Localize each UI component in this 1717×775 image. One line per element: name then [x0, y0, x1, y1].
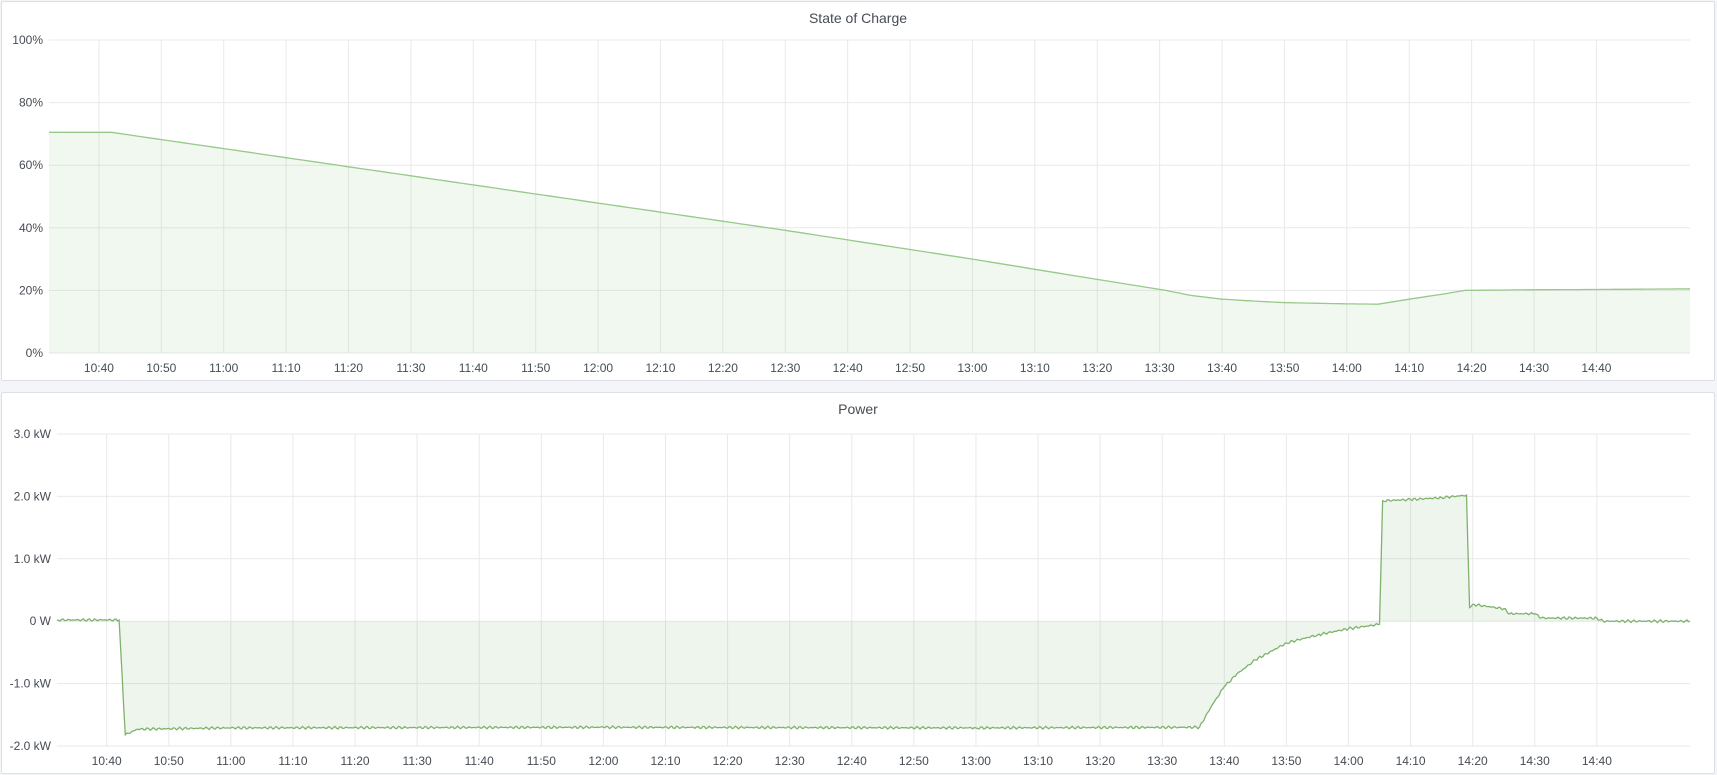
- y-tick-label: 0%: [26, 346, 44, 360]
- x-tick-label: 13:20: [1082, 361, 1112, 375]
- state-of-charge-panel: State of Charge: [1, 1, 1715, 381]
- y-tick-label: 100%: [12, 33, 43, 47]
- x-tick-label: 12:10: [645, 361, 675, 375]
- y-tick-label: 60%: [19, 158, 43, 172]
- x-tick-label: 12:10: [650, 754, 680, 768]
- x-tick-label: 14:20: [1458, 754, 1488, 768]
- x-tick-label: 14:30: [1519, 361, 1549, 375]
- x-tick-label: 13:00: [961, 754, 991, 768]
- x-tick-label: 12:50: [899, 754, 929, 768]
- power-panel: Power: [1, 392, 1715, 774]
- x-tick-label: 12:00: [588, 754, 618, 768]
- x-tick-label: 11:20: [334, 361, 363, 375]
- x-tick-label: 10:50: [154, 754, 184, 768]
- x-tick-label: 11:50: [521, 361, 550, 375]
- x-tick-label: 10:40: [92, 754, 122, 768]
- x-tick-label: 11:10: [278, 754, 307, 768]
- y-tick-label: 80%: [19, 96, 43, 110]
- series-line: [56, 494, 1691, 737]
- x-tick-label: 10:50: [146, 361, 176, 375]
- y-tick-label: 2.0 kW: [14, 489, 52, 503]
- x-tick-label: 12:00: [583, 361, 613, 375]
- x-tick-label: 12:20: [713, 754, 743, 768]
- x-tick-label: 12:40: [833, 361, 863, 375]
- x-tick-label: 14:10: [1396, 754, 1426, 768]
- series-area: [57, 495, 1690, 735]
- y-tick-label: -2.0 kW: [10, 739, 52, 753]
- y-tick-label: 0 W: [30, 614, 52, 628]
- x-tick-label: 13:10: [1023, 754, 1053, 768]
- x-tick-label: 11:30: [403, 754, 432, 768]
- x-tick-label: 11:30: [396, 361, 425, 375]
- x-tick-label: 11:10: [272, 361, 301, 375]
- x-tick-label: 13:50: [1269, 361, 1299, 375]
- y-tick-label: 1.0 kW: [14, 552, 52, 566]
- x-tick-label: 11:40: [465, 754, 494, 768]
- x-tick-label: 13:30: [1147, 754, 1177, 768]
- series-area: [49, 132, 1690, 353]
- x-tick-label: 10:40: [84, 361, 114, 375]
- x-tick-label: 11:50: [527, 754, 556, 768]
- x-tick-label: 13:10: [1020, 361, 1050, 375]
- series-line: [49, 131, 1691, 305]
- x-tick-label: 11:00: [209, 361, 238, 375]
- x-tick-label: 12:40: [837, 754, 867, 768]
- x-tick-label: 14:40: [1582, 754, 1612, 768]
- x-tick-label: 12:30: [775, 754, 805, 768]
- y-tick-label: -1.0 kW: [10, 677, 52, 691]
- x-tick-label: 12:20: [708, 361, 738, 375]
- x-tick-label: 13:40: [1209, 754, 1239, 768]
- x-tick-label: 14:40: [1581, 361, 1611, 375]
- x-tick-label: 12:50: [895, 361, 925, 375]
- x-tick-label: 11:40: [459, 361, 488, 375]
- x-tick-label: 12:30: [770, 361, 800, 375]
- x-tick-label: 13:50: [1271, 754, 1301, 768]
- x-tick-label: 14:20: [1457, 361, 1487, 375]
- x-tick-label: 13:40: [1207, 361, 1237, 375]
- panel-title: State of Charge: [808, 10, 908, 26]
- x-tick-label: 11:00: [216, 754, 245, 768]
- y-tick-label: 40%: [19, 221, 43, 235]
- x-tick-label: 13:00: [957, 361, 987, 375]
- x-tick-label: 14:00: [1333, 754, 1363, 768]
- x-tick-label: 14:00: [1332, 361, 1362, 375]
- y-tick-label: 20%: [19, 283, 43, 297]
- x-tick-label: 14:30: [1520, 754, 1550, 768]
- x-tick-label: 13:30: [1145, 361, 1175, 375]
- y-tick-label: 3.0 kW: [14, 427, 52, 441]
- x-tick-label: 14:10: [1394, 361, 1424, 375]
- x-tick-label: 13:20: [1085, 754, 1115, 768]
- panel-title: Power: [838, 401, 878, 417]
- x-tick-label: 11:20: [340, 754, 369, 768]
